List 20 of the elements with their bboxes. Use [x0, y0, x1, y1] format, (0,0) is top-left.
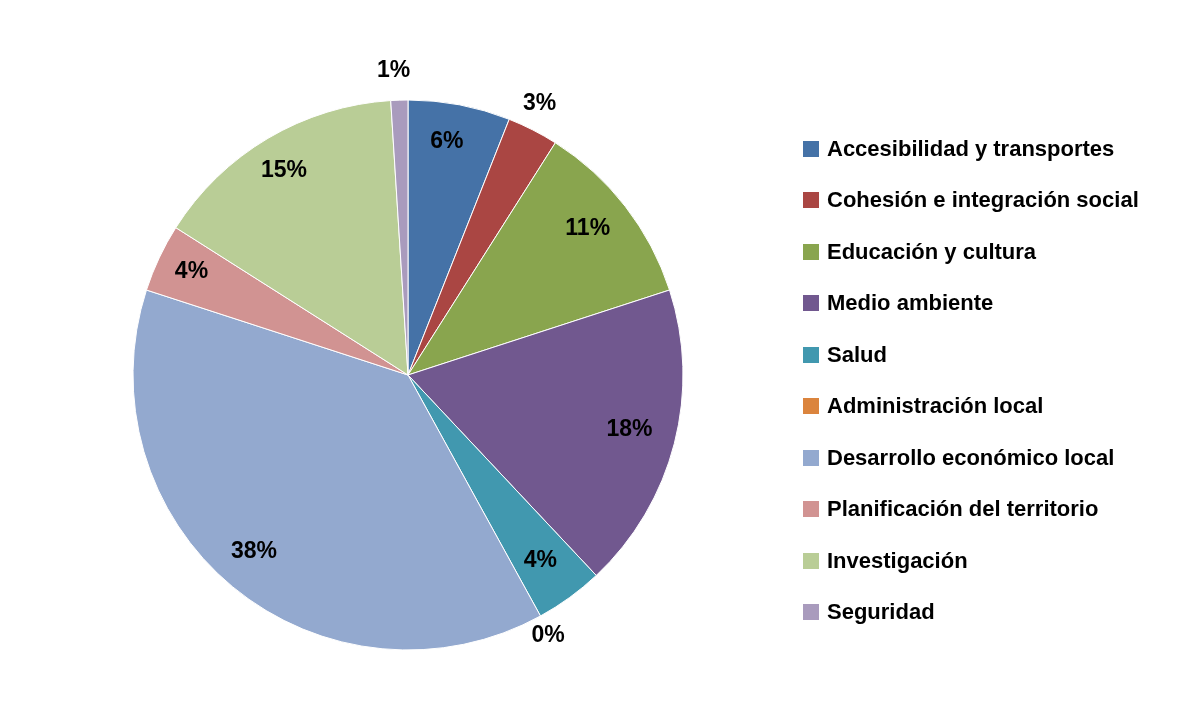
legend-label: Cohesión e integración social [827, 187, 1139, 214]
data-label: 4% [523, 546, 558, 573]
legend-label: Medio ambiente [827, 290, 994, 317]
data-label: 4% [174, 257, 209, 284]
data-label: 11% [565, 213, 611, 240]
data-label: 15% [260, 155, 308, 182]
legend-label: Accesibilidad y transportes [827, 135, 1115, 162]
legend-label: Planificación del territorio [827, 496, 1099, 523]
legend-label: Desarrollo económico local [827, 444, 1115, 471]
legend-label: Educación y cultura [827, 238, 1037, 265]
legend-label: Investigación [827, 547, 968, 574]
legend-label: Seguridad [827, 599, 935, 626]
legend-label: Salud [827, 341, 887, 368]
text: 0% [531, 620, 565, 647]
data-label: 18% [606, 415, 653, 442]
data-label: 3% [523, 88, 557, 115]
legend-label: Administración local [827, 393, 1044, 420]
data-label: 1% [376, 56, 411, 83]
data-label: 38% [230, 537, 278, 564]
data-label: 6% [430, 127, 464, 154]
